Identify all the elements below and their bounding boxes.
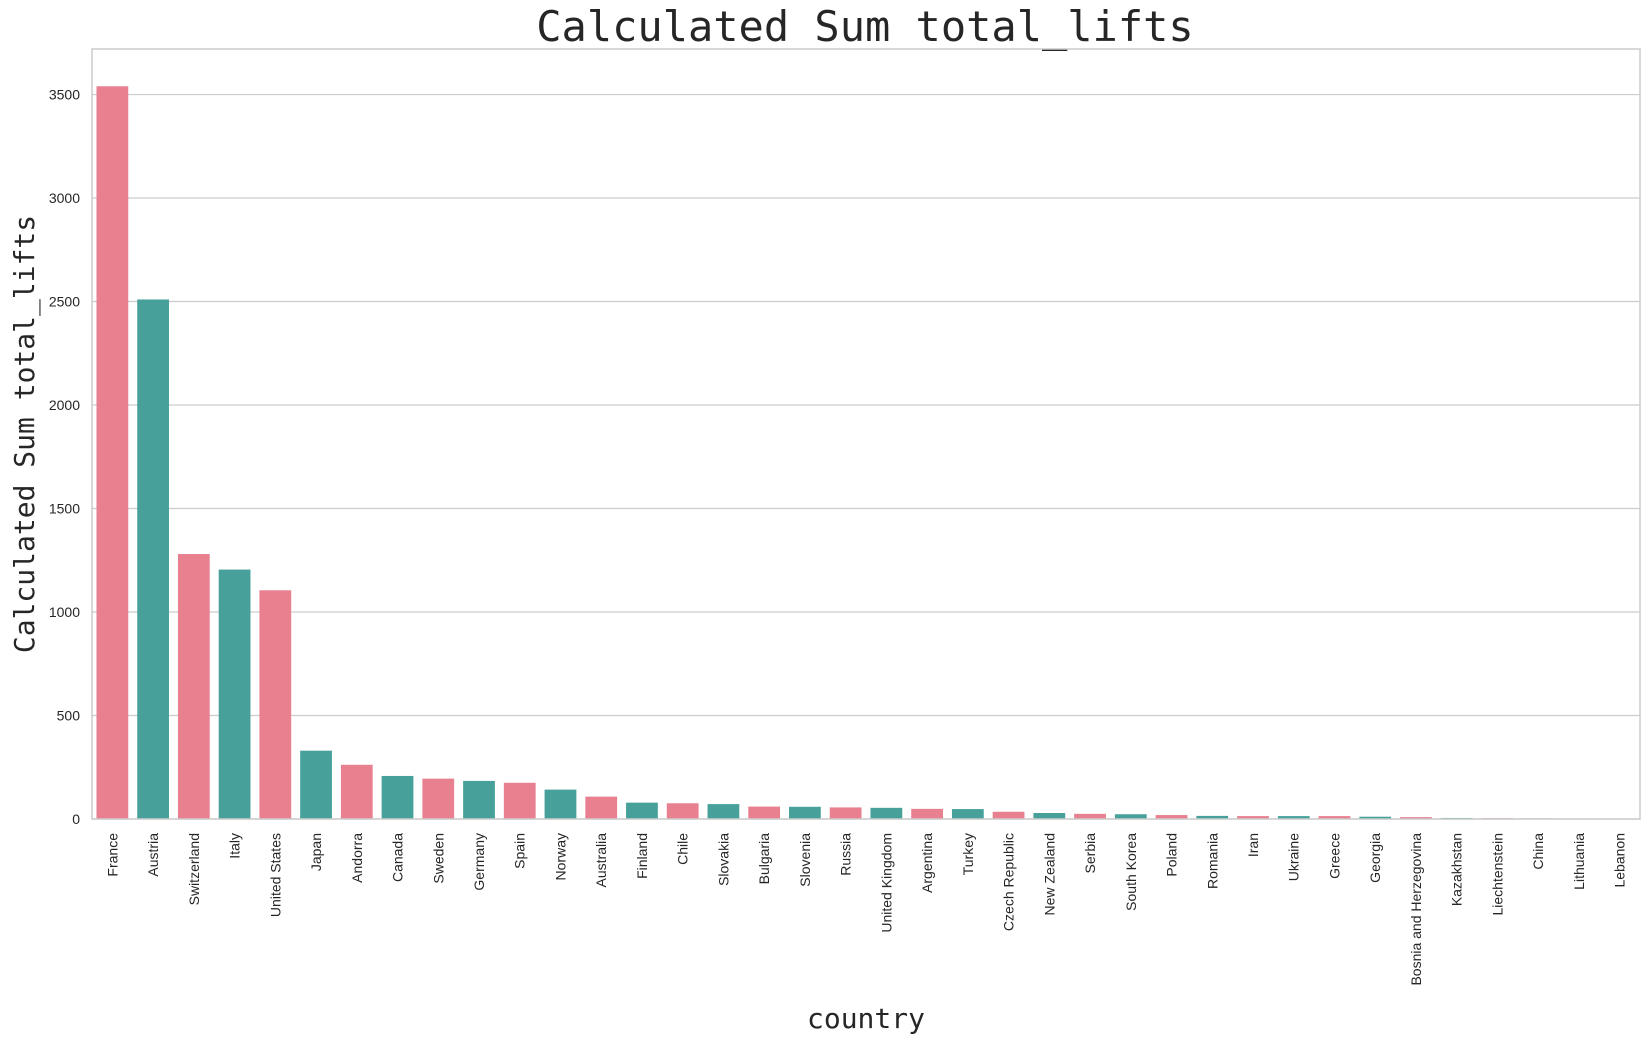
bar	[870, 807, 903, 819]
bar	[340, 764, 373, 819]
bar	[626, 802, 658, 819]
x-tick-label: Liechtenstein	[1489, 833, 1505, 916]
x-tick-label: Spain	[512, 833, 528, 869]
bar	[96, 86, 129, 820]
bar	[381, 775, 414, 819]
bar	[544, 789, 577, 819]
x-tick-label: United States	[267, 833, 283, 917]
bar	[422, 778, 455, 819]
bar	[748, 806, 781, 819]
bar	[911, 808, 943, 819]
x-tick-label: Switzerland	[186, 833, 202, 905]
x-tick-label: Slovenia	[797, 833, 813, 887]
x-tick-label: Argentina	[919, 833, 935, 893]
bar	[951, 809, 984, 819]
plot-frame	[91, 48, 1641, 820]
x-tick-label: Chile	[675, 833, 691, 865]
x-tick-label: Kazakhstan	[1449, 833, 1465, 906]
y-axis-label: Calculated Sum total_lifts	[8, 215, 42, 653]
x-tick-label: Ukraine	[1286, 833, 1302, 881]
y-tick-label: 500	[57, 708, 81, 724]
y-tick-labels: 0 500 1000 1500 2000 2500 3000 3500	[49, 87, 80, 827]
bar	[1400, 817, 1432, 819]
x-tick-label: Bulgaria	[756, 833, 772, 885]
bar	[218, 569, 251, 819]
x-tick-label: Japan	[308, 833, 324, 871]
x-tick-label: Slovakia	[715, 833, 731, 886]
gridlines	[92, 93, 1640, 820]
bar	[1155, 815, 1188, 819]
x-tick-label: China	[1530, 833, 1546, 870]
x-tick-label: Lebanon	[1612, 833, 1628, 888]
y-tick-label: 0	[72, 811, 80, 827]
x-tick-label: Andorra	[349, 833, 365, 883]
bar	[585, 796, 618, 819]
bar	[1114, 814, 1147, 819]
bar	[300, 750, 332, 819]
x-tick-label: Czech Republic	[1001, 833, 1017, 931]
x-tick-label: Poland	[1164, 833, 1180, 877]
x-tick-label: Serbia	[1082, 833, 1098, 874]
x-tick-label: South Korea	[1123, 833, 1139, 911]
bar	[259, 590, 292, 819]
bar	[992, 811, 1025, 819]
bar	[177, 554, 210, 819]
bar	[1318, 816, 1351, 819]
bar	[463, 780, 495, 819]
y-tick-label: 1500	[49, 501, 80, 517]
x-tick-label: Germany	[471, 833, 487, 891]
chart-title: Calculated Sum total_lifts	[536, 2, 1193, 51]
bar	[1196, 815, 1229, 819]
x-tick-label: Finland	[634, 833, 650, 879]
bar	[789, 806, 821, 819]
y-tick-label: 2500	[49, 294, 80, 310]
x-tick-label: Turkey	[960, 833, 976, 875]
x-axis-label: country	[807, 1002, 925, 1035]
bar	[137, 299, 169, 819]
bar	[1033, 812, 1066, 819]
x-tick-label: New Zealand	[1041, 833, 1057, 916]
bar	[829, 807, 862, 819]
x-tick-label: Russia	[838, 833, 854, 876]
x-tick-label: Romania	[1204, 833, 1220, 889]
y-tick-label: 3000	[49, 190, 80, 206]
x-tick-label: Australia	[593, 833, 609, 888]
bar	[1237, 816, 1269, 819]
x-tick-labels: France Austria Switzerland Italy United Stat…	[104, 833, 1627, 986]
x-tick-label: Greece	[1326, 833, 1342, 879]
x-tick-label: Italy	[227, 833, 243, 859]
bar	[666, 803, 699, 819]
x-tick-label: Iran	[1245, 833, 1261, 857]
bars	[96, 86, 1636, 820]
x-tick-label: Georgia	[1367, 833, 1383, 883]
y-tick-label: 1000	[49, 604, 80, 620]
x-tick-label: Norway	[552, 833, 568, 880]
bar	[1359, 816, 1392, 819]
bar	[1074, 813, 1106, 819]
x-tick-label: Lithuania	[1571, 833, 1587, 890]
y-tick-label: 2000	[49, 397, 80, 413]
x-tick-label: Bosnia and Herzegovina	[1408, 833, 1424, 986]
x-tick-label: United Kingdom	[878, 833, 894, 933]
y-tick-label: 3500	[49, 87, 80, 103]
x-tick-label: Sweden	[430, 833, 446, 884]
x-tick-label: Austria	[145, 833, 161, 877]
x-tick-label: France	[104, 833, 120, 877]
bar	[503, 782, 536, 819]
bar	[707, 804, 740, 819]
x-tick-label: Canada	[390, 833, 406, 882]
bar	[1277, 816, 1310, 819]
